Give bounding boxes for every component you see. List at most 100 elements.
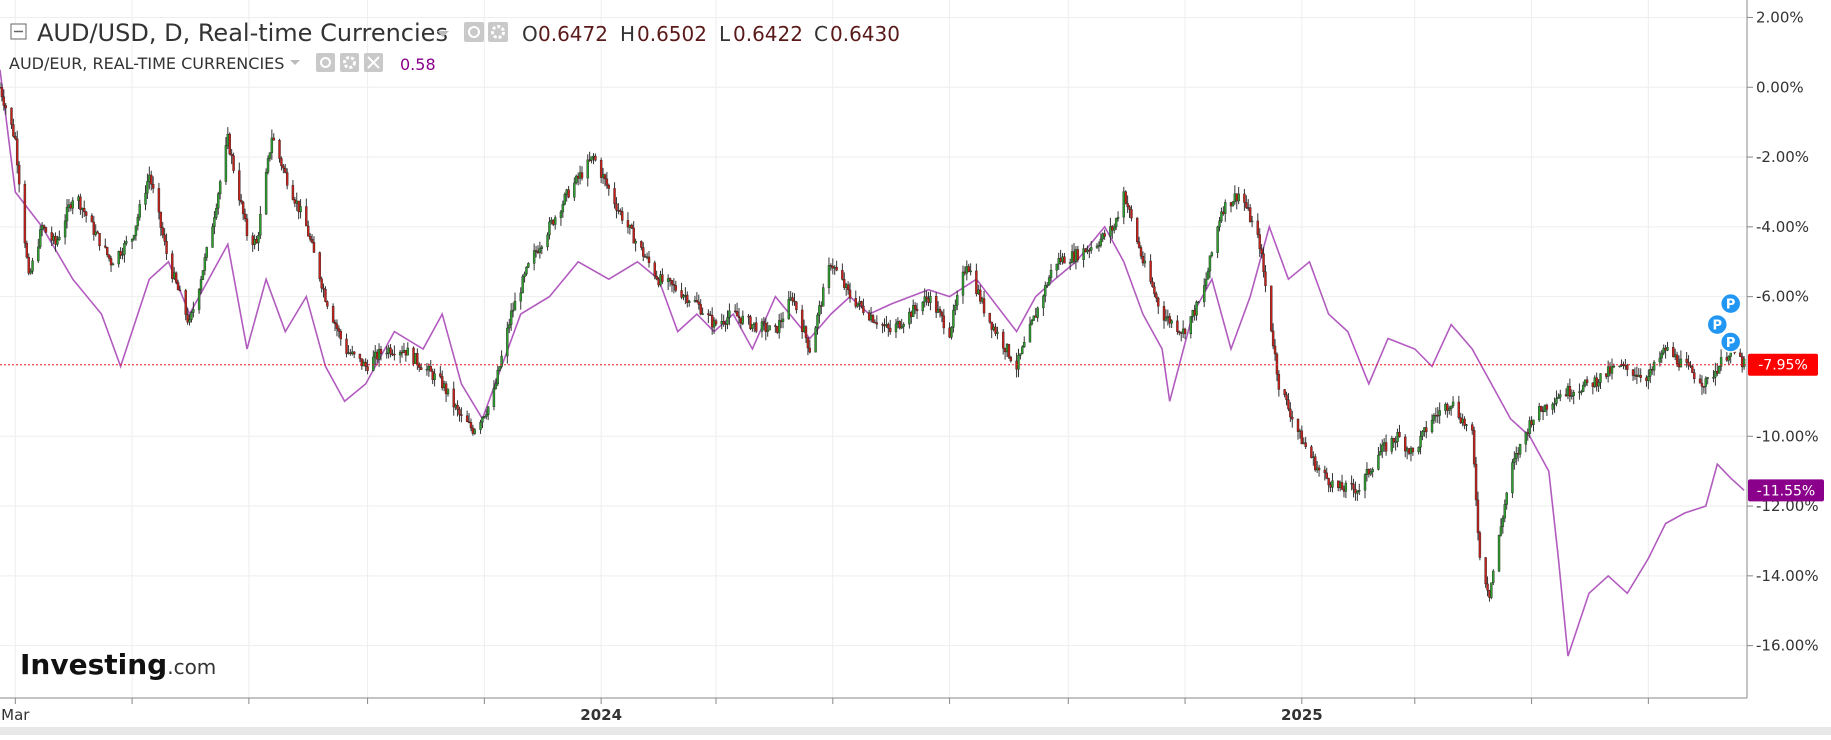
candle-up [372, 356, 375, 371]
candle-down [733, 310, 737, 313]
price-axis[interactable]: 2.00% 0.00% -2.00% -4.00% -6.00% -10.00% -12.0… [1747, 8, 1819, 655]
candle-up [1490, 582, 1493, 598]
candle-down [848, 289, 852, 299]
candle-up [781, 318, 785, 322]
candle-up [1381, 444, 1384, 452]
compare-eye-icon[interactable] [316, 53, 335, 72]
candle-down [779, 320, 783, 322]
candle-up [1465, 424, 1468, 426]
candle-up [506, 327, 509, 357]
candle-down [1258, 234, 1261, 250]
candle-down [1568, 386, 1572, 397]
candle-down [0, 87, 4, 98]
eye-icon[interactable] [464, 22, 484, 42]
candle-up [1363, 474, 1367, 491]
candle-up [362, 361, 365, 367]
candle-up [1419, 435, 1422, 448]
candle-down [1323, 469, 1327, 474]
candle-down [284, 167, 287, 173]
candle-down [709, 314, 712, 316]
marker-badge[interactable] [1719, 292, 1742, 315]
candle-up [377, 349, 381, 360]
candle-up [1090, 247, 1093, 251]
candle-up [1358, 489, 1361, 492]
gear-icon-cog [491, 25, 505, 39]
candle-down [1352, 483, 1355, 490]
investing-logo: Investing.com [20, 648, 216, 681]
candle-up [532, 250, 536, 264]
candle-up [1570, 395, 1573, 397]
candle-up [538, 248, 542, 253]
marker-badge[interactable] [1719, 331, 1742, 353]
candle-down [1034, 315, 1037, 318]
candle-up [980, 298, 984, 302]
candle-down [1001, 331, 1005, 349]
candle-down [979, 289, 982, 302]
candle-down [1135, 217, 1139, 243]
candle-up [546, 234, 549, 248]
candle-down [735, 311, 739, 317]
candle-up [1679, 358, 1683, 368]
candle-down [106, 247, 109, 256]
candle-down [913, 305, 917, 310]
candle-down [626, 220, 630, 228]
marker-badge[interactable] [1706, 313, 1729, 336]
candle-down [737, 315, 741, 318]
candle-down [1650, 368, 1654, 371]
candle-down [1476, 499, 1480, 534]
candle-up [1583, 379, 1587, 386]
marker-layer[interactable]: PPP [1706, 292, 1742, 353]
candle-up [1028, 323, 1032, 343]
candle-down [940, 311, 944, 317]
candle-down [1631, 369, 1635, 376]
candle-down [400, 351, 404, 354]
candle-up [666, 278, 670, 282]
candle-down [251, 235, 254, 245]
candle-down [23, 183, 27, 244]
main-symbol-title[interactable]: AUD/USD, D, Real-time Currencies [37, 19, 448, 47]
candle-down [714, 320, 718, 325]
bottom-scrollbar[interactable] [0, 727, 1831, 735]
candle-down [1289, 408, 1292, 418]
compare-gear-icon[interactable] [340, 53, 359, 72]
marker-label: P [1726, 298, 1736, 313]
candle-down [469, 422, 473, 429]
candle-down [1072, 251, 1076, 262]
candle-down [915, 308, 919, 312]
candle-down [1471, 424, 1474, 431]
candle-up [1606, 366, 1610, 377]
x-axis-tick-label: Mar [1, 706, 30, 724]
candle-up [295, 200, 298, 204]
compare-dropdown-icon[interactable] [290, 60, 300, 65]
candle-up [65, 206, 69, 222]
candle-down [697, 301, 700, 305]
symbol-dropdown-icon[interactable] [437, 31, 449, 37]
candle-up [688, 300, 691, 303]
compare-symbol-title[interactable]: AUD/EUR, REAL-TIME CURRENCIES [9, 54, 284, 73]
candle-up [760, 321, 764, 332]
candle-up [969, 270, 972, 273]
candle-down [349, 352, 352, 355]
candle-up [1673, 354, 1677, 357]
candle-up [1046, 284, 1049, 287]
candle-down [245, 218, 249, 237]
candle-down [1605, 373, 1608, 377]
candle-down [1124, 191, 1127, 204]
time-axis[interactable]: Mar 2024 2025 [0, 698, 1831, 735]
candle-up [1580, 391, 1583, 393]
candle-up [1555, 398, 1558, 404]
candle-down [429, 365, 432, 372]
gear-icon[interactable] [488, 22, 508, 42]
candle-up [1578, 391, 1581, 393]
candle-down [92, 221, 96, 235]
candle-down [640, 240, 643, 248]
candle-down [1327, 478, 1330, 486]
candle-down [54, 236, 57, 245]
candle-down [107, 254, 111, 259]
ohlc-low-value: 0.6422 [733, 22, 803, 46]
candle-down [1687, 362, 1690, 366]
candle-up [144, 192, 147, 205]
candle-down [1162, 306, 1166, 321]
candle-down [1235, 193, 1238, 202]
candle-up [201, 270, 205, 280]
